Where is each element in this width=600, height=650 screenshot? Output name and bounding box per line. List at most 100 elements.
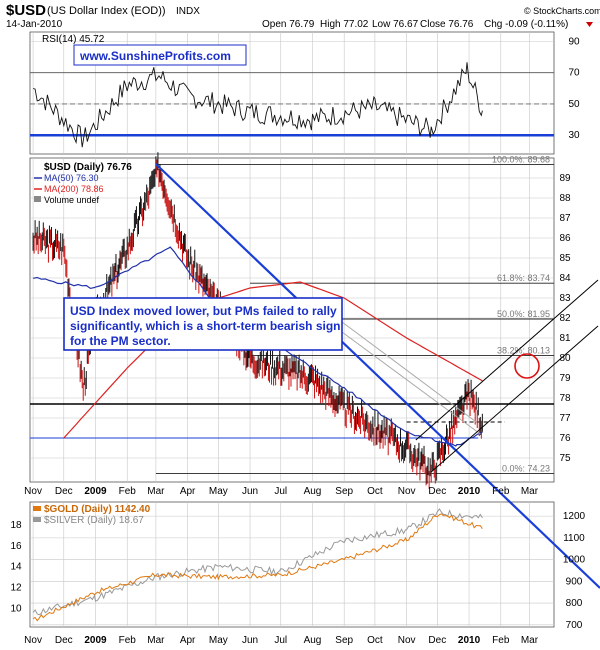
uptrend-channel-line — [415, 279, 599, 441]
header-date: 14-Jan-2010 — [6, 19, 63, 30]
x-axis-label: Nov — [24, 635, 42, 646]
x-axis-label: Oct — [367, 486, 383, 497]
gold-right-tick-label: 1200 — [563, 511, 586, 522]
x-axis-label: Feb — [119, 486, 137, 497]
rsi-panel-frame — [29, 31, 555, 155]
x-axis-label: Sep — [335, 635, 353, 646]
x-axis-label: Feb — [119, 635, 137, 646]
main-tick-label: 76 — [559, 433, 571, 444]
main-tick-label: 80 — [559, 353, 571, 364]
x-axis-label: Mar — [521, 635, 539, 646]
gold-left-tick-label: 14 — [10, 562, 22, 573]
x-axis-label: Feb — [492, 486, 510, 497]
fib-level-label: 38.2%: 80.13 — [497, 345, 550, 355]
gold-right-tick-label: 800 — [566, 598, 583, 609]
header-change: Chg -0.09 (-0.11%) — [484, 19, 568, 30]
gold-left-tick-label: 12 — [10, 582, 22, 593]
rsi-tick-label: 50 — [568, 99, 580, 110]
main-tick-label: 88 — [559, 193, 571, 204]
main-tick-label: 87 — [559, 213, 571, 224]
x-axis-label: May — [209, 635, 228, 646]
header-low: Low 76.67 — [372, 19, 419, 30]
main-tick-label: 79 — [559, 373, 571, 384]
x-axis-label: Oct — [367, 635, 383, 646]
pointer-line — [341, 331, 481, 435]
main-tick-label: 81 — [559, 333, 571, 344]
fib-level-label: 50.0%: 81.95 — [497, 309, 550, 319]
x-axis-label: Dec — [428, 635, 446, 646]
gold-left-tick-label: 18 — [10, 520, 22, 531]
main-tick-label: 85 — [559, 253, 571, 264]
header-close: Close 76.76 — [420, 19, 474, 30]
watermark-box — [73, 44, 247, 66]
header-exchange: INDX — [176, 6, 200, 17]
x-axis-label: 2009 — [84, 486, 107, 497]
gold-legend: $GOLD (Daily) 1142.40 — [44, 504, 151, 515]
x-axis-label: Jun — [242, 635, 258, 646]
rsi-tick-label: 90 — [568, 36, 580, 47]
gold-right-tick-label: 1000 — [563, 555, 586, 566]
gold-legend-swatch — [33, 506, 41, 511]
gold-right-tick-label: 700 — [566, 620, 583, 631]
annotation-line-1: USD Index moved lower, but PMs failed to… — [70, 304, 337, 318]
main-panel-frame — [29, 157, 555, 483]
x-axis-label: Dec — [428, 486, 446, 497]
legend-volume: Volume undef — [44, 195, 100, 205]
main-tick-label: 78 — [559, 393, 571, 404]
gold-left-tick-label: 16 — [10, 541, 22, 552]
gold-right-tick-label: 900 — [566, 576, 583, 587]
x-axis-label: Nov — [24, 486, 42, 497]
watermark-text: www.SunshineProfits.com — [79, 49, 231, 63]
header-high: High 77.02 — [320, 19, 369, 30]
main-tick-label: 83 — [559, 293, 571, 304]
legend-title: $USD (Daily) 76.76 — [44, 162, 132, 173]
uptrend-channel-line — [430, 325, 599, 473]
target-circle — [514, 353, 540, 379]
rsi-series-line — [32, 62, 483, 148]
silver-legend-swatch — [33, 517, 41, 522]
x-axis-label: Mar — [147, 486, 165, 497]
silver-series-line — [32, 508, 483, 616]
rsi-tick-label: 70 — [568, 68, 580, 79]
rsi-label: RSI(14) 45.72 — [42, 34, 105, 45]
legend-ma200: MA(200) 78.86 — [44, 184, 104, 194]
header-description: (US Dollar Index (EOD)) — [47, 5, 166, 17]
x-axis-label: Nov — [398, 635, 416, 646]
gold-left-tick-label: 10 — [10, 603, 22, 614]
down-arrow-icon — [586, 22, 593, 27]
x-axis-label: 2010 — [458, 635, 481, 646]
main-tick-label: 77 — [559, 413, 571, 424]
annotation-line-2: significantly, which is a short-term bea… — [70, 319, 341, 333]
downtrend-line — [155, 163, 600, 589]
x-axis-label: Aug — [304, 635, 322, 646]
ma200-line — [63, 281, 483, 439]
main-tick-label: 75 — [559, 453, 571, 464]
x-axis-label: Apr — [180, 486, 196, 497]
fib-level-label: 61.8%: 83.74 — [497, 273, 550, 283]
x-axis-label: Dec — [55, 635, 73, 646]
main-tick-label: 89 — [559, 173, 571, 184]
header-symbol: $USD — [6, 2, 46, 19]
pointer-line — [341, 321, 477, 423]
annotation-box — [63, 297, 343, 351]
header-source: © StockCharts.com — [524, 6, 600, 16]
fib-level-label: 100.0%: 89.68 — [492, 154, 550, 164]
x-axis-label: Jun — [242, 486, 258, 497]
x-axis-label: May — [209, 486, 228, 497]
fib-level-label: 0.0%: 74.23 — [502, 463, 550, 473]
x-axis-label: Sep — [335, 486, 353, 497]
x-axis-label: Mar — [521, 486, 539, 497]
gold-series-line — [32, 513, 483, 622]
x-axis-label: Aug — [304, 486, 322, 497]
gold-right-tick-label: 1100 — [563, 533, 585, 544]
silver-legend: $SILVER (Daily) 18.67 — [44, 515, 144, 526]
x-axis-label: Mar — [147, 635, 165, 646]
main-tick-label: 86 — [559, 233, 571, 244]
x-axis-label: 2009 — [84, 635, 107, 646]
x-axis-label: Feb — [492, 635, 510, 646]
x-axis-label: Nov — [398, 486, 416, 497]
x-axis-label: Dec — [55, 486, 73, 497]
x-axis-label: Jul — [274, 486, 287, 497]
